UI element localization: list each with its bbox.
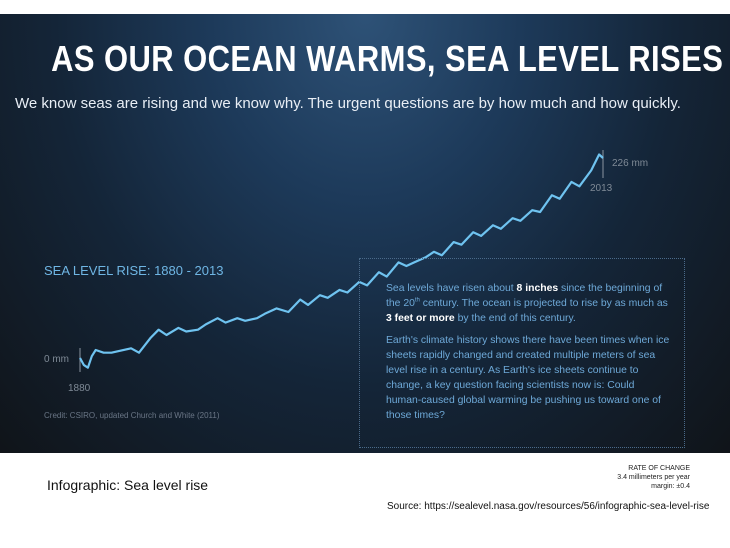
sea-level-line — [79, 153, 604, 369]
chart-title: SEA LEVEL RISE: 1880 - 2013 — [44, 263, 224, 278]
subtitle: We know seas are rising and we know why.… — [15, 95, 681, 112]
end-x-label: 2013 — [590, 183, 613, 194]
page-title: AS OUR OCEAN WARMS, SEA LEVEL RISES — [51, 38, 724, 79]
info-textbox: Sea levels have risen about 8 inches sin… — [359, 258, 685, 448]
paragraph-2: Earth's climate history shows there have… — [386, 335, 670, 421]
rate-margin: margin: ±0.4 — [651, 483, 690, 490]
rate-of-change: RATE OF CHANGE 3.4 millimeters per year … — [617, 464, 690, 491]
credit-text: Credit: CSIRO, updated Church and White … — [44, 411, 220, 420]
paragraph-1: Sea levels have risen about 8 inches sin… — [386, 283, 668, 324]
rate-label: RATE OF CHANGE — [628, 465, 690, 472]
caption: Infographic: Sea level rise — [47, 477, 209, 493]
source-text: Source: https://sealevel.nasa.gov/resour… — [387, 501, 710, 512]
rate-value: 3.4 millimeters per year — [617, 474, 690, 481]
start-x-label: 1880 — [68, 383, 91, 394]
start-y-label: 0 mm — [44, 354, 69, 365]
infographic-panel — [0, 14, 730, 453]
end-y-label: 226 mm — [612, 158, 648, 169]
